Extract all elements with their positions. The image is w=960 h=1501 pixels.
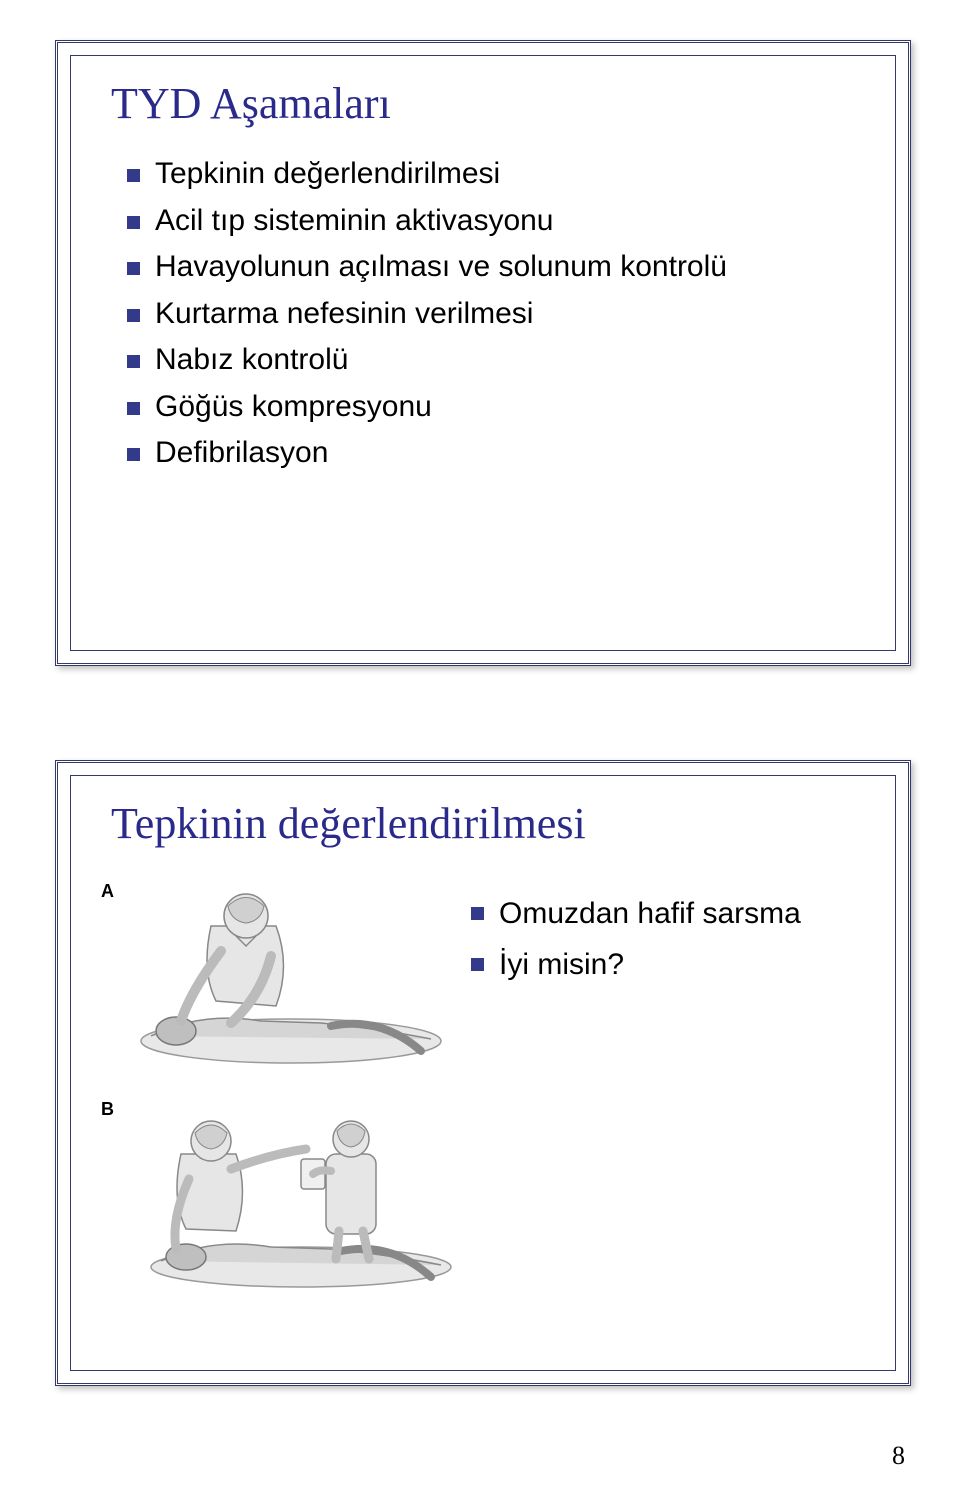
- slide-1-list: Tepkinin değerlendirilmesi Acil tıp sist…: [127, 151, 895, 477]
- list-item: Kurtarma nefesinin verilmesi: [127, 291, 895, 338]
- list-item: Göğüs kompresyonu: [127, 384, 895, 431]
- slide-2-title: Tepkinin değerlendirilmesi: [111, 798, 895, 849]
- slide-2-text-column: Omuzdan hafif sarsma İyi misin?: [471, 881, 865, 1317]
- list-item: Acil tıp sisteminin aktivasyonu: [127, 198, 895, 245]
- slide-2: Tepkinin değerlendirilmesi A: [55, 760, 911, 1386]
- slide-2-list: Omuzdan hafif sarsma İyi misin?: [471, 891, 865, 987]
- list-item: Havayolunun açılması ve solunum kontrolü: [127, 244, 895, 291]
- illustration-a: A: [101, 881, 461, 1081]
- slide-1: TYD Aşamaları Tepkinin değerlendirilmesi…: [55, 40, 911, 666]
- list-item: Nabız kontrolü: [127, 337, 895, 384]
- slide-1-title: TYD Aşamaları: [111, 78, 895, 129]
- list-item: Omuzdan hafif sarsma: [471, 891, 865, 936]
- list-item: Defibrilasyon: [127, 430, 895, 477]
- illustration-column: A: [101, 881, 471, 1317]
- page-number: 8: [892, 1441, 905, 1471]
- illustration-b-label: B: [101, 1099, 114, 1120]
- illustration-b: B: [101, 1099, 461, 1299]
- cpr-responsiveness-icon: [121, 881, 461, 1081]
- slide-2-inner: Tepkinin değerlendirilmesi A: [70, 775, 896, 1371]
- list-item: İyi misin?: [471, 942, 865, 987]
- slide-2-body: A: [71, 871, 895, 1317]
- list-item: Tepkinin değerlendirilmesi: [127, 151, 895, 198]
- illustration-a-label: A: [101, 881, 114, 902]
- page: TYD Aşamaları Tepkinin değerlendirilmesi…: [0, 0, 960, 1501]
- cpr-call-help-icon: [121, 1099, 461, 1299]
- slide-1-inner: TYD Aşamaları Tepkinin değerlendirilmesi…: [70, 55, 896, 651]
